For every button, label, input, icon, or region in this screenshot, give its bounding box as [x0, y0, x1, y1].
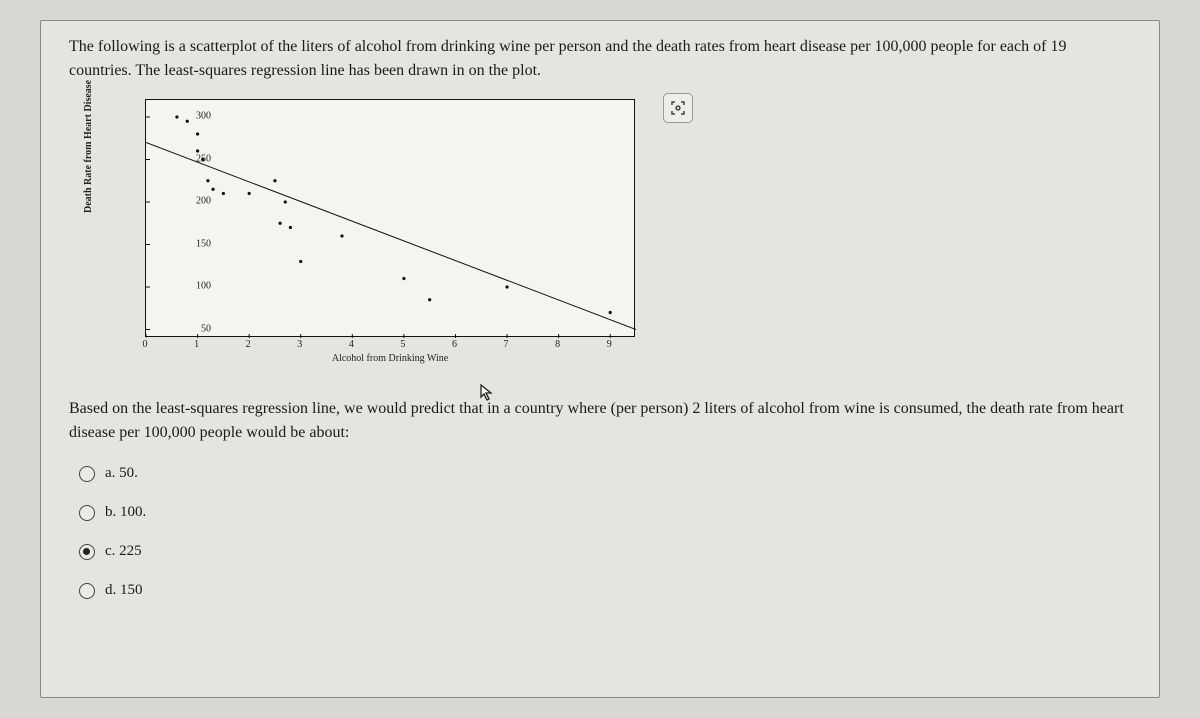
plot-area: [145, 99, 635, 337]
xtick-label: 1: [187, 339, 207, 350]
question-text: Based on the least-squares regression li…: [69, 397, 1131, 445]
xtick-label: 9: [599, 339, 619, 350]
radio-b[interactable]: [79, 505, 95, 521]
xtick-label: 7: [496, 339, 516, 350]
option-b[interactable]: b. 100.: [79, 504, 1131, 521]
xtick-label: 6: [444, 339, 464, 350]
radio-c[interactable]: [79, 544, 95, 560]
scatterplot-container: Death Rate from Heart Disease 5010015020…: [89, 93, 649, 383]
intro-text: The following is a scatterplot of the li…: [69, 35, 1131, 83]
xtick-label: 4: [341, 339, 361, 350]
option-label: c. 225: [105, 543, 142, 560]
ytick-label: 200: [187, 196, 211, 207]
question-card: The following is a scatterplot of the li…: [40, 20, 1160, 698]
y-axis-label: Death Rate from Heart Disease: [83, 80, 94, 213]
option-c[interactable]: c. 225: [79, 543, 1131, 560]
ytick-label: 100: [187, 281, 211, 292]
xtick-label: 3: [290, 339, 310, 350]
answer-options: a. 50. b. 100. c. 225 d. 150: [69, 465, 1131, 599]
ytick-label: 150: [187, 238, 211, 249]
xtick-label: 5: [393, 339, 413, 350]
option-label: d. 150: [105, 582, 143, 599]
x-axis-label: Alcohol from Drinking Wine: [145, 353, 635, 364]
ytick-label: 250: [187, 153, 211, 164]
ytick-label: 50: [187, 323, 211, 334]
option-label: b. 100.: [105, 504, 146, 521]
radio-d[interactable]: [79, 583, 95, 599]
scatter-svg: [146, 100, 636, 338]
option-label: a. 50.: [105, 465, 138, 482]
capture-icon[interactable]: [663, 93, 693, 123]
cursor-icon: [479, 383, 495, 406]
option-d[interactable]: d. 150: [79, 582, 1131, 599]
xtick-label: 8: [548, 339, 568, 350]
ytick-label: 300: [187, 111, 211, 122]
xtick-label: 2: [238, 339, 258, 350]
option-a[interactable]: a. 50.: [79, 465, 1131, 482]
xtick-label: 0: [135, 339, 155, 350]
radio-a[interactable]: [79, 466, 95, 482]
